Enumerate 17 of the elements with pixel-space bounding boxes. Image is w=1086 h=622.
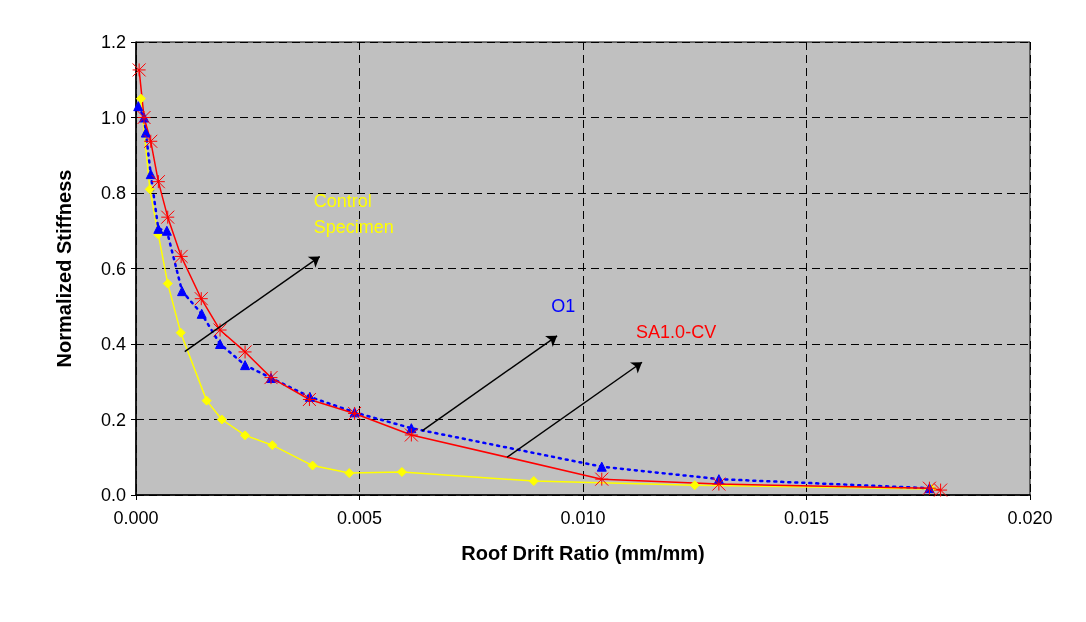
y-tick-label: 0.6 <box>100 258 126 279</box>
y-tick-label: 0.8 <box>100 183 126 203</box>
y-tick-label: 0.2 <box>100 409 126 430</box>
x-tick-label: 0.015 <box>783 508 830 528</box>
y-tick-label: 0.4 <box>100 334 126 354</box>
y-tick-label: 0.0 <box>100 485 126 505</box>
x-tick-label: 0.010 <box>560 508 606 528</box>
y-tick-label: 1.0 <box>100 107 126 128</box>
annotation: Control Specimen <box>313 190 394 237</box>
x-tick-label: 0.000 <box>113 508 159 528</box>
x-tick-label: 0.020 <box>1007 508 1053 528</box>
x-axis-title: Roof Drift Ratio (mm/mm) <box>461 542 705 564</box>
x-tick-label: 0.005 <box>336 508 383 528</box>
y-axis-title: Normalized Stiffness <box>53 169 75 368</box>
annotation: O1 <box>551 295 576 316</box>
y-tick-label: 1.2 <box>100 32 126 52</box>
annotation: SA1.0-CV <box>636 322 717 343</box>
